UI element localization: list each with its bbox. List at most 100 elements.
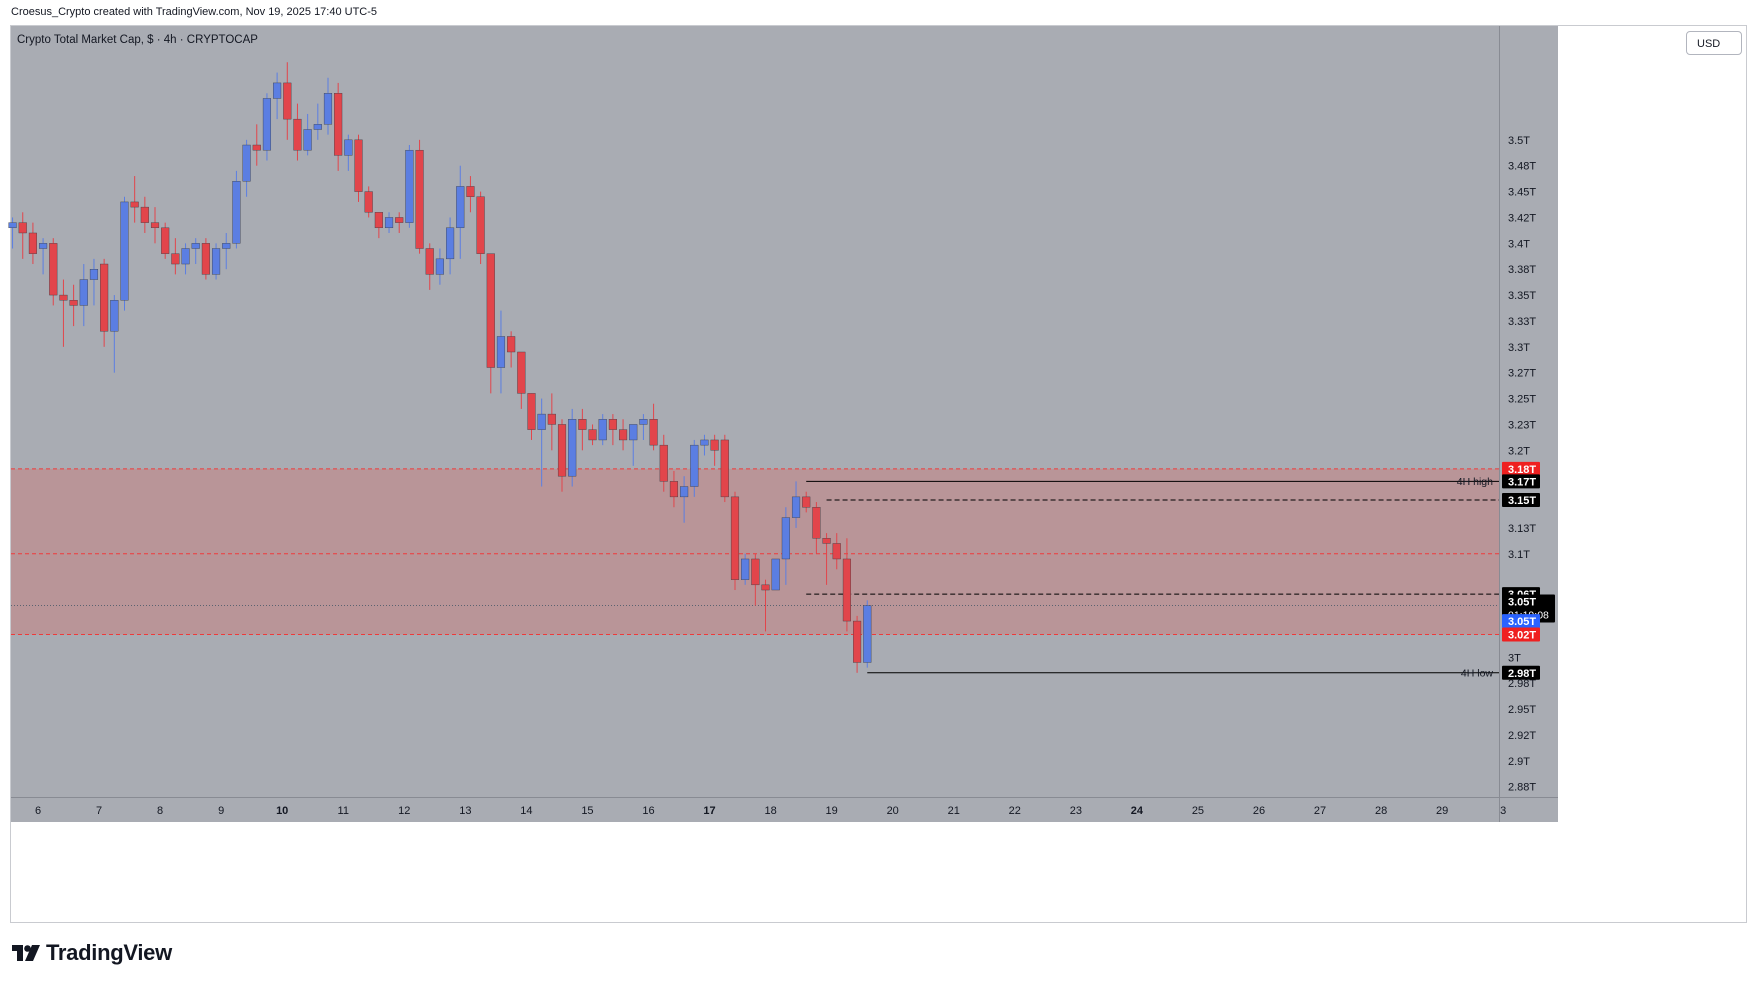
y-tick-label-0: 3.5T [1508,135,1530,147]
price-badge-bg-2 [1502,492,1540,507]
symbol-title: Crypto Total Market Cap, $ · 4h · CRYPTO… [17,34,258,46]
y-tick-label-10: 3.25T [1508,394,1536,406]
y-tick-label-6: 3.35T [1508,290,1536,302]
y-tick-label-20: 2.92T [1508,730,1536,742]
price-badge-bg-7 [1502,665,1540,680]
candle-body-67 [690,444,699,487]
x-tick-label-5: 11 [338,805,349,817]
candle-body-76 [781,517,790,560]
candle-body-19 [201,243,210,275]
x-tick-label-15: 21 [948,805,960,817]
price-badge-bg-1 [1502,474,1540,489]
x-tick-label-16: 22 [1009,805,1021,817]
x-tick-label-20: 26 [1253,805,1265,817]
candle-body-28 [293,118,302,151]
candle-body-74 [761,584,770,591]
candle-body-4 [49,243,58,296]
candle-body-3 [39,243,48,249]
x-tick-label-11: 17 [703,805,715,817]
candle-body-23 [242,144,251,182]
candle-body-73 [751,558,760,586]
candle-body-61 [629,424,638,441]
candle-body-13 [140,206,149,223]
candle-body-82 [842,558,851,622]
price-badge-2: 3.15T [1508,495,1536,507]
candle-body-35 [364,191,373,213]
y-tick-label-17: 3T [1508,652,1521,664]
price-badge-7: 2.98T [1508,668,1536,680]
candle-body-44 [456,186,465,229]
price-badge-bg-6 [1502,627,1540,642]
y-tick-label-14: 3.13T [1508,523,1536,535]
candle-body-52 [537,413,546,430]
x-tick-label-4: 10 [276,805,288,817]
candle-body-10 [110,300,119,332]
level-label-0: 4H high [1457,476,1493,488]
candle-body-80 [822,538,831,544]
tradingview-logo-icon [12,945,40,961]
candle-body-5 [59,294,68,301]
x-tick-label-17: 23 [1070,805,1082,817]
candle-body-22 [232,181,241,244]
y-tick-label-12: 3.2T [1508,445,1530,457]
candle-body-34 [354,139,363,192]
price-badge-5: 3.05T [1508,616,1536,628]
currency-button[interactable]: USD [1686,31,1742,55]
x-tick-label-12: 18 [764,805,776,817]
candle-body-39 [405,149,414,223]
x-tick-label-6: 12 [398,805,410,817]
candle-body-41 [425,248,434,275]
y-tick-label-2: 3.45T [1508,187,1536,199]
y-tick-label-7: 3.33T [1508,316,1536,328]
candle-body-65 [669,481,679,498]
x-tick-label-23: 29 [1436,805,1448,817]
x-tick-label-10: 16 [642,805,654,817]
candle-body-6 [69,300,78,306]
candle-body-12 [130,201,139,208]
candle-body-84 [863,605,872,663]
y-tick-label-15: 3.1T [1508,549,1530,561]
candle-body-58 [598,419,607,441]
candle-body-31 [323,93,333,125]
y-tick-label-3: 3.42T [1508,212,1536,224]
candle-body-8 [89,269,99,280]
candle-body-1 [18,222,27,234]
candle-body-7 [79,279,88,306]
candle-body-33 [344,139,353,156]
candle-body-47 [486,253,495,368]
candle-body-26 [273,82,282,99]
candle-body-75 [771,558,780,591]
candle-body-70 [720,439,729,498]
candle-body-56 [578,419,587,430]
candle-body-53 [547,413,556,425]
candle-body-25 [262,98,272,151]
y-tick-label-1: 3.48T [1508,161,1536,173]
candle-body-72 [741,558,750,580]
candle-body-15 [161,227,170,254]
candle-body-46 [476,196,485,254]
x-tick-label-22: 28 [1375,805,1387,817]
y-tick-label-5: 3.38T [1508,264,1536,276]
candle-body-27 [283,82,292,120]
candle-body-69 [710,439,719,451]
x-tick-label-3: 9 [218,805,224,817]
time-axis-background [11,797,1558,822]
price-badge-4: 3.05T [1508,597,1536,609]
candle-body-68 [700,439,709,446]
candle-body-48 [496,336,506,368]
candle-body-49 [507,336,516,353]
price-badge-0: 3.18T [1508,464,1536,476]
x-tick-label-21: 27 [1314,805,1326,817]
chart-frame [10,25,1747,923]
tradingview-logo[interactable]: TradingView [12,940,172,966]
candle-body-38 [395,217,404,223]
price-badge-bg-0 [1502,461,1540,476]
candle-body-11 [120,201,129,301]
candle-body-54 [557,424,567,477]
candle-body-79 [812,507,821,539]
candle-body-20 [211,248,221,275]
candle-body-42 [435,258,444,275]
candle-body-9 [100,263,109,332]
candle-body-57 [588,429,597,441]
